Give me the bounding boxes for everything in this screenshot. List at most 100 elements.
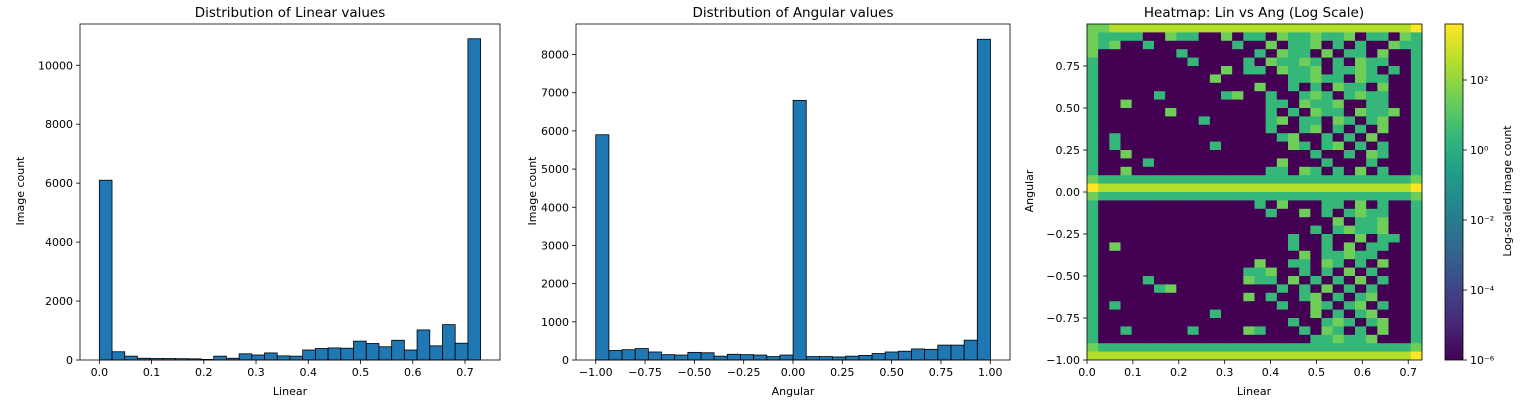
heatmap-cell — [1388, 66, 1401, 75]
heatmap-cell — [1087, 276, 1099, 285]
heatmap-cell — [1142, 326, 1155, 336]
heatmap-cell — [1310, 192, 1322, 201]
heatmap-cell — [1332, 250, 1345, 260]
heatmap-cell — [1187, 217, 1200, 226]
heatmap-cell — [1109, 292, 1121, 302]
heatmap-cell — [1221, 318, 1233, 327]
heatmap-cell — [1165, 82, 1177, 92]
heatmap-cell — [1154, 175, 1166, 184]
heatmap-cell — [1377, 250, 1389, 260]
heatmap-cell — [1276, 108, 1289, 117]
heatmap-cell — [1377, 99, 1389, 109]
heatmap-cell — [1343, 183, 1356, 193]
heatmap-cell — [1399, 318, 1412, 327]
heatmap-cell — [1355, 150, 1367, 159]
heatmap-cell — [1187, 74, 1200, 84]
heatmap-cell — [1377, 74, 1389, 84]
heatmap-cell — [1265, 82, 1278, 92]
angular-histogram-bar — [595, 134, 610, 361]
heatmap-cell — [1276, 175, 1289, 184]
heatmap-cell — [1355, 225, 1367, 235]
heatmap-cell — [1142, 158, 1155, 168]
heatmap-cell — [1377, 284, 1389, 294]
heatmap-cell — [1154, 217, 1166, 226]
heatmap-cell — [1221, 166, 1233, 176]
heatmap-cell — [1355, 200, 1367, 210]
heatmap-cell — [1154, 99, 1166, 109]
heatmap-cell — [1209, 217, 1222, 226]
heatmap-cell — [1265, 250, 1278, 260]
heatmap-cell — [1176, 301, 1188, 310]
heatmap-cell — [1299, 158, 1311, 168]
heatmap-cell — [1299, 276, 1311, 285]
heatmap-cell — [1288, 292, 1300, 302]
heatmap-cell — [1209, 259, 1222, 268]
heatmap-cell — [1355, 74, 1367, 84]
heatmap-cell — [1232, 301, 1244, 310]
heatmap-cell — [1366, 351, 1378, 361]
angular-histogram-bar — [805, 356, 820, 361]
heatmap-cell — [1243, 318, 1255, 327]
heatmap-cell — [1098, 225, 1110, 235]
heatmap-cell — [1343, 284, 1356, 294]
heatmap-cell — [1221, 292, 1233, 302]
heatmap-cell — [1366, 99, 1378, 109]
heatmap-cell — [1410, 74, 1423, 84]
heatmap-cell — [1366, 267, 1378, 277]
heatmap-cell — [1399, 158, 1412, 168]
heatmap-cell — [1176, 225, 1188, 235]
heatmap-cell — [1176, 208, 1188, 218]
heatmap-cell — [1265, 32, 1278, 42]
angular-histogram-bar — [700, 352, 715, 361]
heatmap-cell — [1388, 242, 1401, 252]
heatmap-cell — [1165, 351, 1177, 361]
heatmap-cell — [1198, 158, 1211, 168]
heatmap-cell — [1299, 175, 1311, 184]
heatmap-cell — [1131, 150, 1144, 159]
heatmap-cell — [1366, 24, 1378, 33]
heatmap-cell — [1366, 276, 1378, 285]
heatmap-cell — [1332, 225, 1345, 235]
heatmap-ylabel: Angular — [1023, 169, 1036, 212]
heatmap-cell — [1366, 309, 1378, 319]
heatmap-cell — [1198, 284, 1211, 294]
heatmap-cell — [1265, 284, 1278, 294]
heatmap-cell — [1109, 309, 1121, 319]
heatmap-cell — [1388, 158, 1401, 168]
heatmap-cell — [1288, 284, 1300, 294]
heatmap-cell — [1221, 150, 1233, 159]
angular-histogram-bar — [687, 351, 702, 361]
angular-histogram-ytick-label: 1000 — [541, 316, 569, 329]
heatmap-cell — [1209, 49, 1222, 58]
heatmap-cell — [1087, 284, 1099, 294]
heatmap-cell — [1232, 276, 1244, 285]
heatmap-cell — [1109, 175, 1121, 184]
heatmap-cell — [1321, 343, 1334, 352]
heatmap-cell — [1087, 225, 1099, 235]
heatmap-cell — [1410, 124, 1423, 134]
heatmap-cell — [1221, 334, 1233, 344]
heatmap-ytick-label: 0.75 — [1056, 60, 1081, 73]
heatmap-cell — [1288, 116, 1300, 126]
heatmap-cell — [1232, 108, 1244, 117]
heatmap-cell — [1332, 242, 1345, 252]
heatmap-cell — [1120, 351, 1133, 361]
heatmap-cell — [1198, 309, 1211, 319]
heatmap-cell — [1131, 318, 1144, 327]
heatmap-cell — [1243, 200, 1255, 210]
heatmap-title: Heatmap: Lin vs Ang (Log Scale) — [1144, 5, 1364, 21]
heatmap-cell — [1243, 259, 1255, 268]
heatmap-cell — [1109, 225, 1121, 235]
heatmap-cell — [1288, 351, 1300, 361]
heatmap-cell — [1332, 116, 1345, 126]
heatmap-cell — [1165, 200, 1177, 210]
heatmap-cell — [1209, 158, 1222, 168]
heatmap-cell — [1187, 284, 1200, 294]
heatmap-cell — [1165, 183, 1177, 193]
heatmap-cell — [1198, 108, 1211, 117]
heatmap-cell — [1176, 150, 1188, 159]
heatmap-cell — [1087, 133, 1099, 142]
heatmap-cell — [1087, 32, 1099, 42]
heatmap-cell — [1265, 150, 1278, 159]
heatmap-cell — [1209, 32, 1222, 42]
